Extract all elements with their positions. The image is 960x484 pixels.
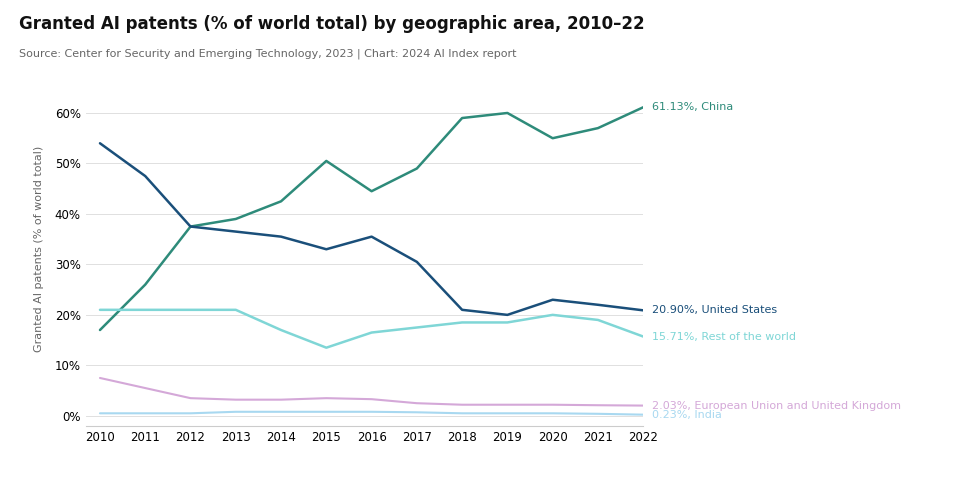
Text: 2.03%, European Union and United Kingdom: 2.03%, European Union and United Kingdom: [652, 401, 901, 410]
Text: 61.13%, China: 61.13%, China: [652, 102, 733, 112]
Text: Granted AI patents (% of world total) by geographic area, 2010–22: Granted AI patents (% of world total) by…: [19, 15, 645, 32]
Text: 20.90%, United States: 20.90%, United States: [652, 305, 778, 316]
Text: 0.23%, India: 0.23%, India: [652, 409, 722, 420]
Y-axis label: Granted AI patents (% of world total): Granted AI patents (% of world total): [34, 146, 44, 352]
Text: Source: Center for Security and Emerging Technology, 2023 | Chart: 2024 AI Index: Source: Center for Security and Emerging…: [19, 48, 516, 59]
Text: 15.71%, Rest of the world: 15.71%, Rest of the world: [652, 332, 796, 342]
